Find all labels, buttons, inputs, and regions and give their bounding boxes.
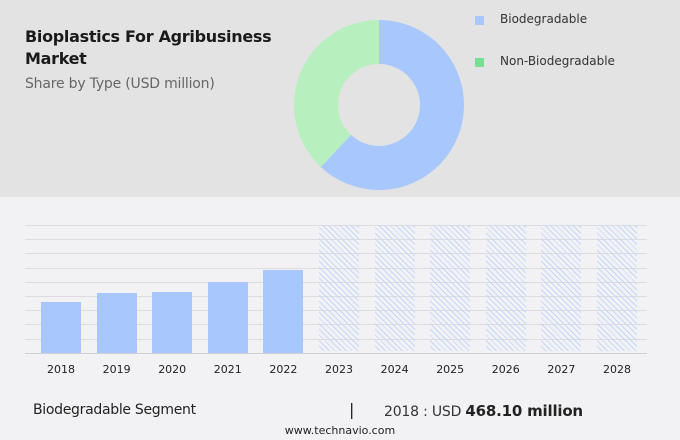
- x-label-2021: 2021: [213, 363, 242, 376]
- donut-slice-non-biodegradable: [294, 20, 379, 167]
- donut-slice-biodegradable: [320, 20, 464, 190]
- legend-label-biodegradable: Biodegradable: [500, 12, 588, 26]
- footer-value-prefix: 2018 : USD: [384, 404, 466, 420]
- bar-2019: [96, 293, 137, 353]
- donut-chart: [294, 20, 464, 190]
- bar-2026: [485, 225, 526, 351]
- footer-segment-label: Biodegradable Segment: [33, 402, 196, 418]
- bar-chart: [25, 225, 647, 355]
- x-label-2020: 2020: [158, 363, 187, 376]
- bar-2028: [597, 225, 637, 351]
- bar-2020: [152, 292, 193, 353]
- legend-swatch-non-biodegradable: [475, 58, 484, 67]
- x-label-2023: 2023: [325, 363, 353, 376]
- x-label-2026: 2026: [491, 363, 520, 376]
- x-label-2018: 2018: [47, 363, 75, 376]
- bar-2025: [430, 225, 471, 351]
- x-label-2027: 2027: [547, 363, 576, 376]
- bar-2027: [541, 225, 582, 351]
- footer-separator: |: [349, 400, 355, 419]
- footer-value-bold: 468.10 million: [465, 402, 583, 420]
- x-label-2022: 2022: [269, 363, 298, 376]
- legend-swatch-biodegradable: [475, 16, 484, 25]
- bar-2023: [319, 225, 359, 351]
- x-label-2028: 2028: [603, 363, 631, 376]
- chart-subtitle: Share by Type (USD million): [25, 76, 215, 92]
- bar-2022: [263, 269, 304, 353]
- footer-url: www.technavio.com: [284, 424, 396, 437]
- x-label-2024: 2024: [380, 363, 409, 376]
- footer-value: 2018 : USD 468.10 million: [384, 402, 583, 420]
- x-label-2025: 2025: [436, 363, 465, 376]
- x-axis-line: [25, 353, 647, 354]
- bar-2018: [41, 301, 81, 353]
- chart-title: Bioplastics For Agribusiness Market: [25, 27, 272, 68]
- x-label-2019: 2019: [102, 363, 131, 376]
- bar-2024: [374, 225, 415, 351]
- legend-label-non-biodegradable: Non-Biodegradable: [500, 54, 615, 68]
- bar-2021: [207, 282, 248, 353]
